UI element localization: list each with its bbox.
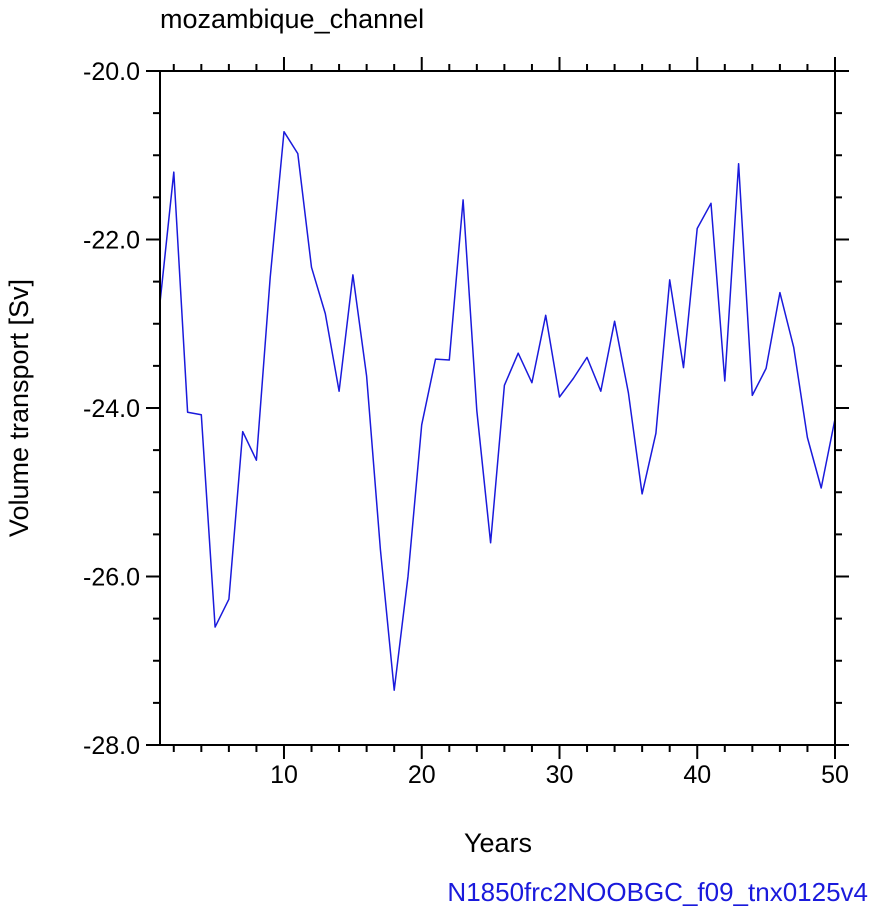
chart-title: mozambique_channel bbox=[160, 4, 424, 34]
x-tick-label: 50 bbox=[821, 761, 849, 789]
case-name-label: N1850frc2NOOBGC_f09_tnx0125v4 bbox=[447, 877, 868, 907]
y-tick-label: -26.0 bbox=[83, 564, 140, 592]
plot-frame bbox=[159, 70, 836, 746]
series-line bbox=[159, 130, 836, 691]
x-tick-label: 30 bbox=[546, 761, 574, 789]
y-axis-label: Volume transport [Sv] bbox=[4, 279, 34, 537]
x-tick-label: 40 bbox=[683, 761, 711, 789]
x-tick-label: 20 bbox=[408, 761, 436, 789]
y-tick-label: -24.0 bbox=[83, 395, 140, 423]
y-tick-label: -28.0 bbox=[83, 732, 140, 760]
axis-ticks bbox=[146, 57, 849, 759]
tick-labels: 10 20 30 40 50 -20.0 -22.0 -24.0 -26.0 -28.0 bbox=[83, 58, 849, 789]
x-tick-label: 10 bbox=[270, 761, 298, 789]
y-tick-label: -20.0 bbox=[83, 58, 140, 86]
y-tick-label: -22.0 bbox=[83, 227, 140, 255]
x-axis-label: Years bbox=[464, 828, 532, 858]
